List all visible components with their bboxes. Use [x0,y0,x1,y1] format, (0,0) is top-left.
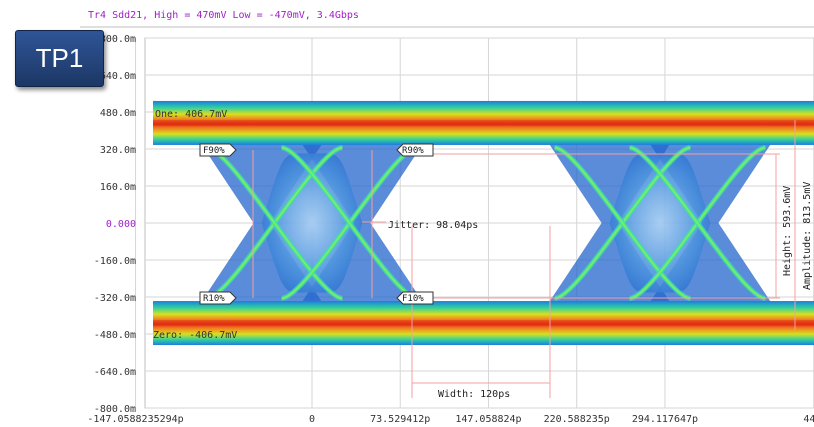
marker-r90: R90% [396,143,434,157]
one-level-band-core [153,119,814,126]
zero-level-label: Zero: -406.7mV [153,330,237,341]
y-tick-label: -320.0m [94,293,136,304]
marker-r10: R10% [199,291,237,305]
amplitude-label: Amplitude: 813.5mV [802,182,813,290]
tp1-badge: TP1 [15,30,104,87]
eye-opening [609,153,711,293]
y-tick-label: -160.0m [94,256,136,267]
x-tick-label: 441.1764705882 [803,414,814,425]
jitter-label: Jitter: 98.04ps [388,220,478,231]
x-tick-label: 294.117647p [632,414,698,425]
y-tick-label: 320.0m [100,145,136,156]
width-label: Width: 120ps [438,389,510,400]
y-tick-label: 480.0m [100,108,136,119]
x-axis: -147.0588235294p 0 73.529412p 147.058824p 22… [87,414,814,425]
tp1-badge-label: TP1 [35,43,84,73]
x-tick-label: 0 [309,414,315,425]
marker-r10-label: R10% [203,294,225,304]
marker-f90: F90% [199,143,237,157]
x-tick-label: 220.588235p [544,414,610,425]
zero-level-band [153,301,814,346]
marker-f10-label: F10% [402,294,424,304]
chart-title: Tr4 Sdd21, High = 470mV Low = -470mV, 3.… [88,10,359,21]
y-tick-label: -480.0m [94,330,136,341]
x-tick-label: 73.529412p [370,414,430,425]
marker-f90-label: F90% [203,146,225,156]
height-label: Height: 593.6mV [782,186,793,276]
y-tick-label: -800.0m [94,404,136,415]
y-tick-label: 160.0m [100,182,136,193]
zero-level-band-core [153,320,814,327]
annotations [252,120,796,398]
one-level-label: One: 406.7mV [155,109,227,120]
y-tick-label: 0.000 [106,219,136,230]
eye-opening [261,153,363,293]
y-tick-label: -640.0m [94,367,136,378]
y-tick-label: 640.0m [100,71,136,82]
y-axis: 800.0m 640.0m 480.0m 320.0m 160.0m 0.000 -160.… [94,34,136,415]
y-tick-label: 800.0m [100,34,136,45]
marker-f10: F10% [396,291,434,305]
one-level-band [153,100,814,145]
x-tick-label: 147.058824p [455,414,521,425]
x-tick-label: -147.0588235294p [87,414,183,425]
marker-r90-label: R90% [402,146,424,156]
